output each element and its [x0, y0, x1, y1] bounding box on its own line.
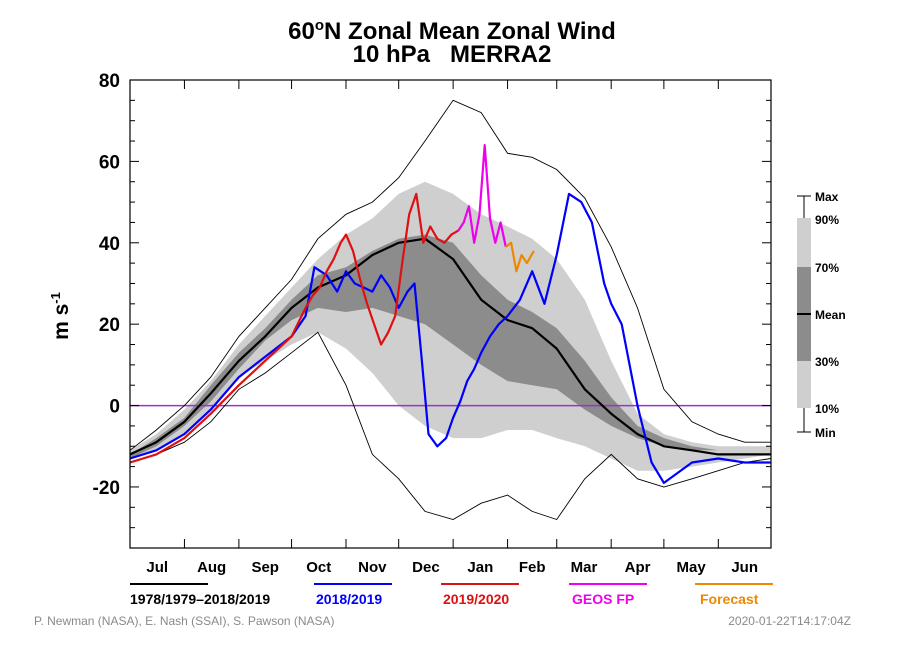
- y-tick-label: 20: [99, 315, 120, 336]
- series-line-3: [457, 144, 507, 248]
- y-tick-label: -20: [93, 478, 120, 499]
- x-tick-label: Sep: [251, 559, 279, 576]
- x-tick-label: Aug: [197, 559, 226, 576]
- plot-area: -20 0 20 40 60 80 Jul Aug Sep Oct Nov Dec Jan Feb Mar…: [93, 71, 772, 576]
- legend-label-p30: 30%: [815, 355, 839, 369]
- x-axis: Jul Aug Sep Oct Nov Dec Jan Feb Mar Apr May Jun: [129, 80, 772, 576]
- legend-label-2019-2020: 2019/2020: [443, 591, 509, 607]
- y-tick-label: 60: [99, 152, 120, 173]
- y-axis: -20 0 20 40 60 80: [93, 71, 771, 549]
- legend-label-climatology: 1978/1979–2018/2019: [130, 591, 270, 607]
- y-tick-label: 80: [99, 71, 120, 92]
- credits-timestamp: 2020-01-22T14:17:04Z: [728, 614, 851, 628]
- x-tick-label: Oct: [306, 559, 331, 576]
- legend-label-min: Min: [815, 426, 836, 440]
- series-legend: 1978/1979–2018/2019 2018/2019 2019/2020 …: [130, 583, 773, 607]
- band-legend: Max 90% 70% Mean 30% 10% Min: [797, 190, 846, 440]
- x-tick-label: Dec: [412, 559, 440, 576]
- title-degree-sup: o: [315, 17, 324, 34]
- legend-label-forecast: Forecast: [700, 591, 759, 607]
- series-max-line: [130, 99, 771, 451]
- series-line-4: [505, 241, 535, 273]
- band-inner: [130, 234, 771, 459]
- series-min-line: [130, 331, 771, 521]
- y-tick-label: 0: [109, 397, 120, 418]
- legend-label-max: Max: [815, 190, 839, 204]
- x-tick-label: Jan: [467, 559, 493, 576]
- legend-label-2018-2019: 2018/2019: [316, 591, 382, 607]
- legend-band-outer-lower: [797, 361, 811, 408]
- percentile-bands: [130, 181, 771, 471]
- x-tick-label: Jun: [731, 559, 758, 576]
- credits-authors: P. Newman (NASA), E. Nash (SSAI), S. Paw…: [34, 614, 335, 628]
- legend-label-mean: Mean: [815, 308, 846, 322]
- legend-label-p10: 10%: [815, 402, 839, 416]
- y-tick-label: 40: [99, 234, 120, 255]
- x-tick-label: May: [677, 559, 707, 576]
- x-tick-label: Nov: [358, 559, 387, 576]
- series-line-1: [130, 192, 771, 484]
- climatology-extremes: [130, 99, 771, 521]
- legend-label-geos-fp: GEOS FP: [572, 591, 634, 607]
- chart-title-line2: 10 hPa MERRA2: [353, 41, 552, 68]
- series-lines: [130, 144, 771, 484]
- x-tick-label: Mar: [571, 559, 598, 576]
- legend-label-p90: 90%: [815, 213, 839, 227]
- chart-title-line1: 60oN Zonal Mean Zonal Wind: [288, 17, 616, 45]
- y-axis-label: m s-1: [48, 292, 73, 340]
- legend-label-p70: 70%: [815, 261, 839, 275]
- x-tick-label: Jul: [146, 559, 168, 576]
- x-tick-label: Apr: [625, 559, 651, 576]
- x-tick-label: Feb: [519, 559, 546, 576]
- legend-band-outer-upper: [797, 218, 811, 267]
- series-line-2: [130, 192, 459, 464]
- series-line-0: [130, 237, 771, 456]
- plot-frame: [129, 79, 772, 549]
